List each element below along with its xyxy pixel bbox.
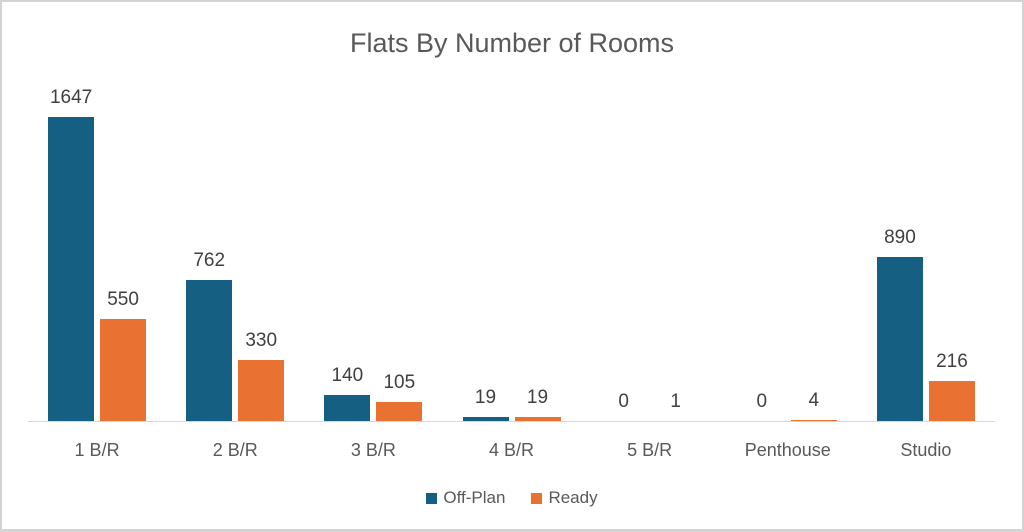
- x-axis-label-2-b-r: 2 B/R: [212, 440, 258, 460]
- x-axis-line: [28, 421, 995, 422]
- plot-area: 1647 550 762 330 140 105 19 19 0 1 0 4 890 216: [28, 70, 995, 422]
- bar-off-plan-4-b-r: [462, 417, 509, 421]
- bar-ready-penthouse: [790, 420, 837, 421]
- legend-swatch-icon: [531, 492, 543, 504]
- bar-ready-1-b-r: [100, 319, 147, 421]
- bar-off-plan-2-b-r: [186, 280, 233, 421]
- data-label-ready-5-b-r: 1: [670, 391, 681, 412]
- x-axis-label-5-b-r: 5 B/R: [627, 440, 673, 460]
- legend: Off-Plan Ready: [2, 488, 1022, 508]
- bar-off-plan-1-b-r: [48, 117, 95, 421]
- x-axis-labels: 1 B/R 2 B/R 3 B/R 4 B/R 5 B/R Penthouse Studio: [28, 439, 995, 461]
- legend-swatch-icon: [426, 492, 438, 504]
- data-label-off-plan-5-b-r: 0: [618, 391, 629, 412]
- chart-title: Flats By Number of Rooms: [349, 28, 675, 58]
- data-label-off-plan-studio: 890: [884, 227, 916, 248]
- data-label-off-plan-4-b-r: 19: [474, 387, 497, 408]
- x-axis-label-3-b-r: 3 B/R: [350, 440, 396, 460]
- data-label-ready-studio: 216: [936, 351, 968, 372]
- data-label-ready-4-b-r: 19: [526, 387, 549, 408]
- data-label-ready-penthouse: 4: [808, 390, 820, 411]
- bar-off-plan-studio: [876, 257, 923, 421]
- data-label-off-plan-penthouse: 0: [756, 391, 768, 412]
- legend-label: Off-Plan: [443, 488, 506, 507]
- bar-ready-3-b-r: [376, 402, 423, 421]
- bar-ready-4-b-r: [514, 417, 561, 421]
- x-axis-label-penthouse: Penthouse: [744, 440, 831, 460]
- legend-item-ready: Ready: [531, 488, 598, 508]
- legend-item-off-plan: Off-Plan: [426, 488, 505, 508]
- x-axis-label-studio: Studio: [900, 440, 952, 460]
- x-axis-label-1-b-r: 1 B/R: [74, 440, 120, 460]
- data-label-off-plan-3-b-r: 140: [331, 365, 364, 386]
- bar-ready-2-b-r: [238, 360, 285, 421]
- data-label-ready-2-b-r: 330: [245, 330, 278, 351]
- bar-off-plan-3-b-r: [324, 395, 371, 421]
- legend-label: Ready: [548, 488, 598, 507]
- data-label-ready-1-b-r: 550: [107, 289, 139, 310]
- data-label-off-plan-1-b-r: 1647: [49, 87, 93, 108]
- bar-ready-studio: [928, 381, 975, 421]
- x-axis-label-4-b-r: 4 B/R: [488, 440, 534, 460]
- data-label-off-plan-2-b-r: 762: [193, 250, 226, 271]
- data-label-ready-3-b-r: 105: [383, 372, 416, 393]
